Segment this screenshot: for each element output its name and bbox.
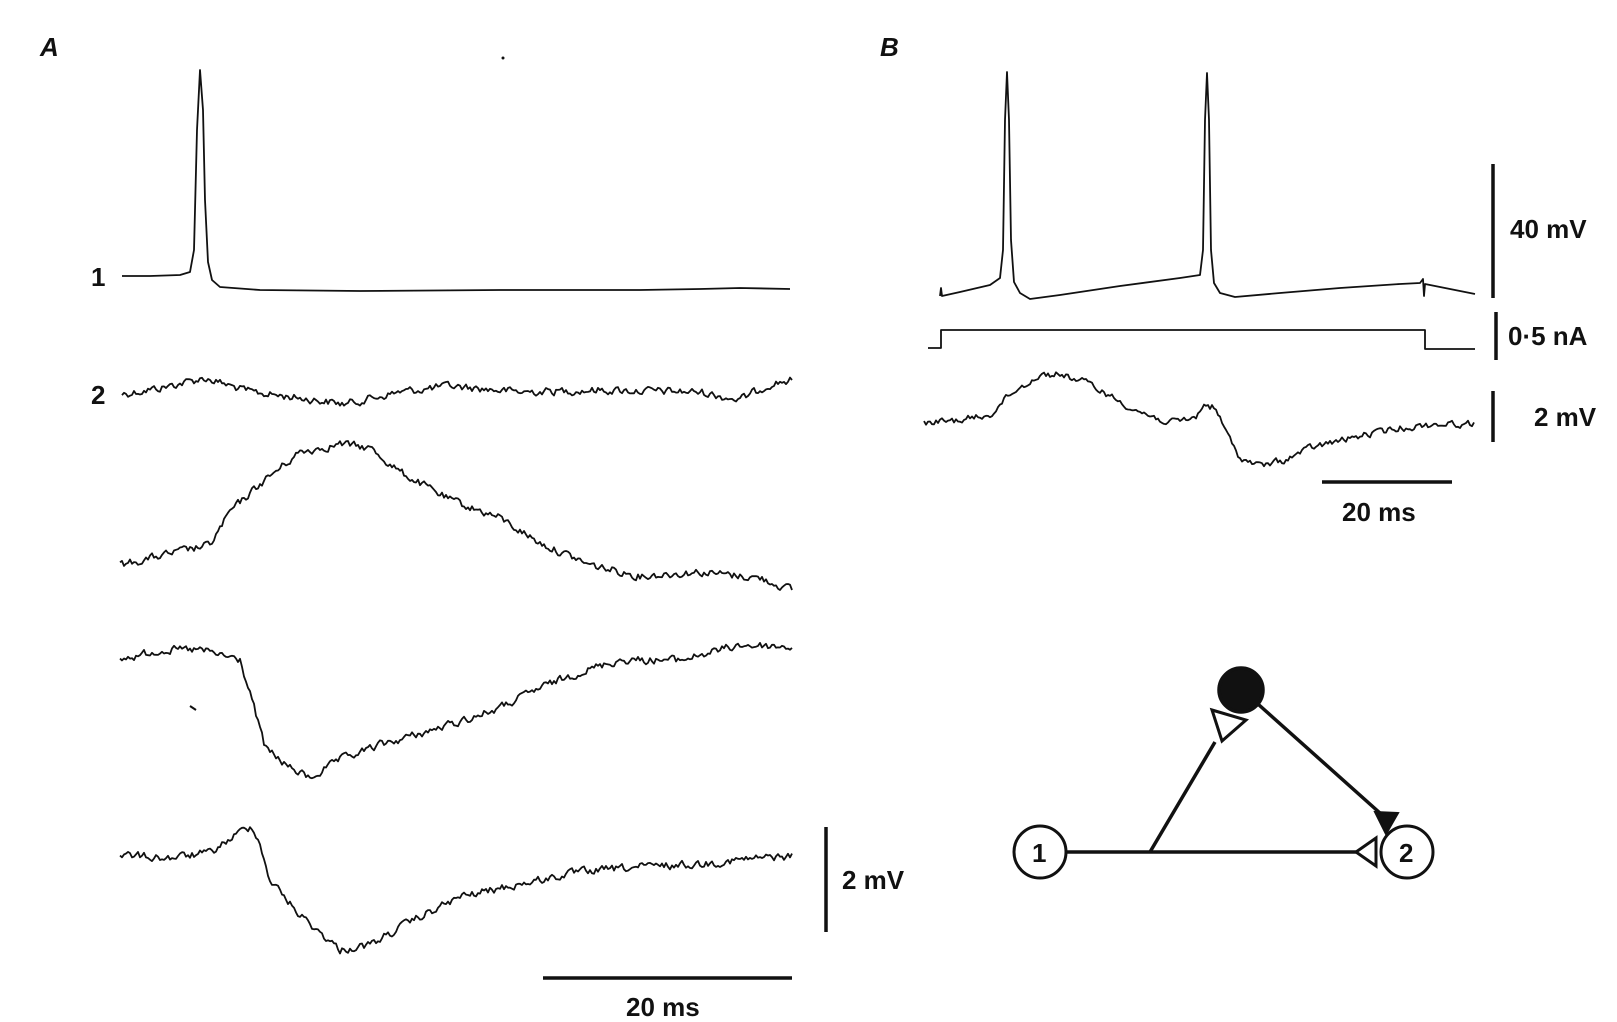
trace-a3-depolarizing-psp [119,440,793,591]
a-time-scale-label: 20 ms [626,992,700,1022]
excitatory-synapse-neuron-2 [1353,835,1378,869]
inhibitory-synapse-neuron-2 [1373,810,1400,837]
neuron-2 [1379,824,1435,880]
circuit-diagram [1012,666,1435,880]
trace-b-spikes [939,71,1476,300]
trace-a2-baseline [121,376,793,407]
interneuron-axon [1238,686,1392,824]
b-current-scale-label: 0·5 nA [1508,321,1588,351]
panel-a-letter: A [39,32,59,62]
a-voltage-scale-label: 2 mV [842,865,905,895]
trace-a5-biphasic-psp [119,826,793,955]
b-voltage-scale-label-40mv: 40 mV [1510,214,1587,244]
excitatory-synapse-interneuron [1209,707,1250,744]
trace-a4-hyperpolarizing-psp [119,642,793,780]
axon-branch-to-interneuron [1148,741,1217,853]
trace-b-lower-voltage [923,371,1475,468]
interneuron [1217,666,1265,714]
trace-a1-action-potential [122,69,791,292]
trace-2-label: 2 [91,380,105,410]
panel-a: A 1 2 2 mV 20 ms [39,32,905,1022]
neuron-2-label: 2 [1399,838,1413,868]
trace-b-current-step [928,329,1475,350]
stray-mark [189,705,197,711]
neuron-1-label: 1 [1032,838,1046,868]
b-voltage-scale-label-2mv: 2 mV [1534,402,1597,432]
trace-1-label: 1 [91,262,105,292]
stray-dot [501,56,505,60]
panel-b: B 40 mV 0·5 nA 2 mV 20 ms [880,32,1597,527]
b-time-scale-label: 20 ms [1342,497,1416,527]
neuron-1 [1012,824,1068,880]
panel-b-letter: B [880,32,899,62]
